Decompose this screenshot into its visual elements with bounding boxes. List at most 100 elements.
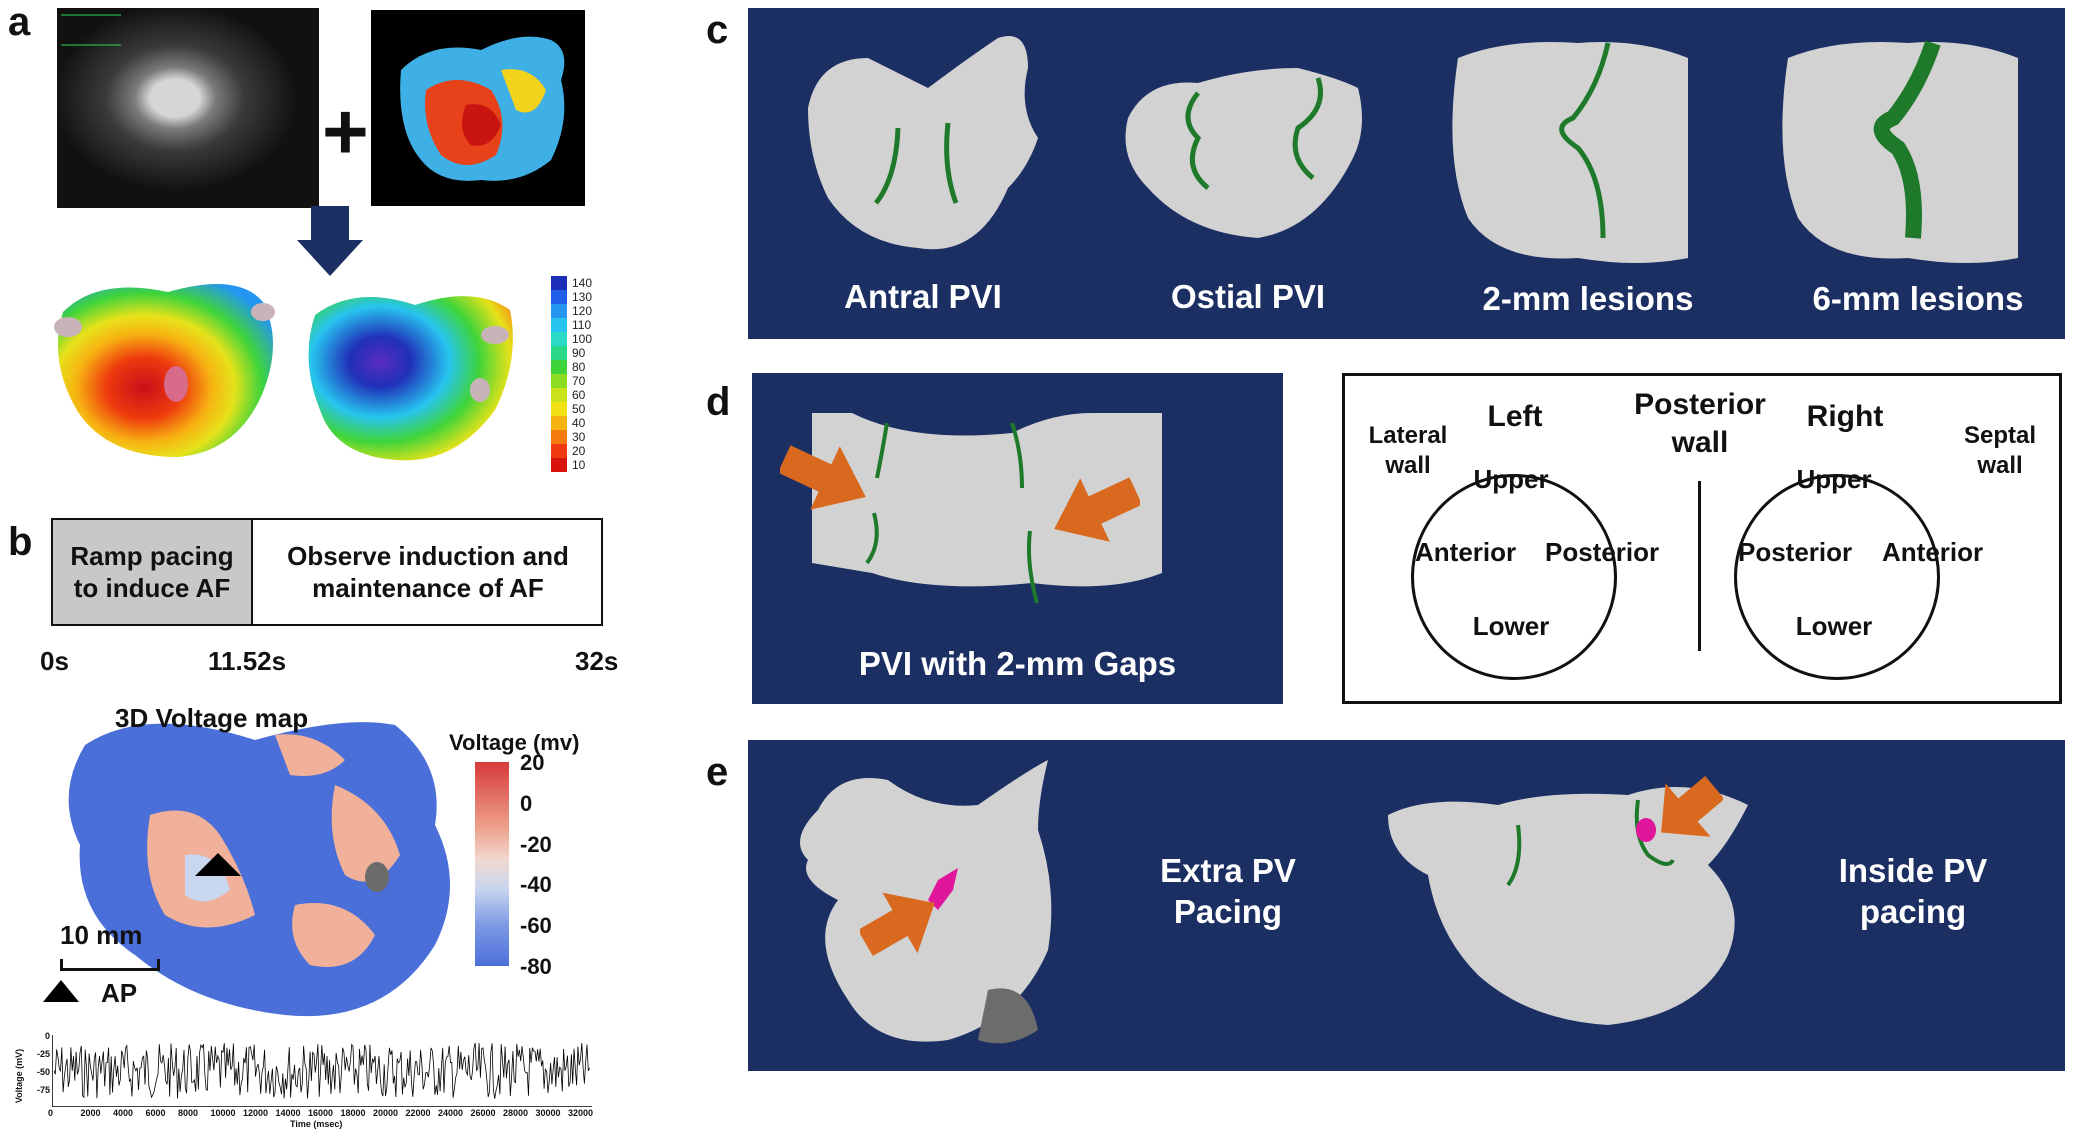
trace-ytick: -25 xyxy=(36,1049,50,1059)
gap-arrow-left-icon xyxy=(780,445,866,510)
voltage-map-title: 3D Voltage map xyxy=(115,703,309,733)
colorbar-swatch xyxy=(551,430,567,444)
panel-letter-b: b xyxy=(8,520,33,564)
colorbar-swatch xyxy=(551,374,567,388)
antral-pvi-model xyxy=(808,36,1038,250)
la-map-anterior xyxy=(54,284,275,457)
colorbar-tick-label: 140 xyxy=(572,276,593,290)
af-trace-plot: Voltage (mV) 0 -25 -50 -75 0 2000 4000 6000 800… xyxy=(14,1032,593,1131)
left-title: Left xyxy=(1487,400,1543,433)
colorbar-tick-label: 20 xyxy=(572,444,586,458)
trace-xtick: 30000 xyxy=(535,1108,561,1118)
ramp-pacing-box: Ramp pacing to induce AF xyxy=(53,520,253,624)
trace-xtick: 8000 xyxy=(178,1108,199,1118)
colorbar-swatch xyxy=(551,402,567,416)
colorbar-tick-label: 100 xyxy=(572,332,593,346)
trace-line xyxy=(53,1042,590,1099)
voltage-colorbar xyxy=(475,762,509,966)
scale-bar-label: 10 mm xyxy=(60,920,143,950)
right-posterior: Posterior xyxy=(1738,537,1853,567)
septal-wall-label: Septal wall xyxy=(1963,422,2037,479)
protocol-timeline: Ramp pacing to induce AF Observe inducti… xyxy=(51,518,603,626)
right-title: Right xyxy=(1806,400,1884,433)
inside-pv-arrow-icon xyxy=(1661,776,1723,837)
6mm-lesions-model xyxy=(1782,40,2018,263)
panel-letter-e: e xyxy=(706,750,729,794)
colorbar-swatch xyxy=(551,388,567,402)
trace-xtick: 10000 xyxy=(210,1108,236,1118)
trace-signal xyxy=(52,1035,592,1107)
pvi-models xyxy=(808,36,2018,263)
scale-bar xyxy=(60,959,160,971)
label-pvi-gaps: PVI with 2-mm Gaps xyxy=(858,645,1177,682)
left-pv-circle xyxy=(1411,474,1617,680)
trace-xtick: 16000 xyxy=(308,1108,334,1118)
inside-pv-model xyxy=(1388,787,1748,1025)
panel-d-background: PVI with 2-mm Gaps xyxy=(752,373,1283,704)
label-ostial-pvi: Ostial PVI xyxy=(1170,278,1326,315)
posterior-wall-title: Posterior wall xyxy=(1634,388,1766,459)
pv-segment-diagram: Left Right Posterior wall Lateral wall S… xyxy=(1342,373,2062,704)
voltage-colorbar-ticks: 20 0 -20 -40 -60 -80 xyxy=(520,752,580,978)
trace-ytick: -75 xyxy=(36,1085,50,1095)
down-arrow-shaft xyxy=(311,206,349,242)
colorbar-swatch xyxy=(551,318,567,332)
trace-xlabel: Time (msec) xyxy=(290,1119,343,1129)
timeline-start: 0s xyxy=(40,646,69,676)
voltage-map-3d xyxy=(68,722,451,1017)
voltage-tick-label: 0 xyxy=(520,790,533,816)
ct-scan-image xyxy=(57,8,319,208)
colorbar-swatch xyxy=(551,304,567,318)
observe-af-box: Observe induction and maintenance of AF xyxy=(287,540,569,604)
voltage-tick-label: -20 xyxy=(520,831,552,857)
trace-xtick: 14000 xyxy=(275,1108,301,1118)
colorbar-swatch xyxy=(551,416,567,430)
label-6mm-lesions: 6-mm lesions xyxy=(1812,280,2024,317)
colorbar-swatch xyxy=(551,276,567,290)
pvi-gaps-model xyxy=(812,413,1162,604)
panel-letter-d: d xyxy=(706,380,731,424)
label-inside-pv-pacing: Inside PV pacing xyxy=(1838,852,1988,931)
trace-ytick: 0 xyxy=(44,1031,50,1041)
trace-xtick: 0 xyxy=(48,1108,54,1118)
label-antral-pvi: Antral PVI xyxy=(844,278,1002,315)
voltage-tick-label: 20 xyxy=(520,750,545,775)
ostial-pvi-model xyxy=(1125,68,1362,238)
right-pv-circle xyxy=(1734,474,1940,680)
ap-label: AP xyxy=(101,978,138,1008)
down-arrow-icon xyxy=(297,240,363,276)
trace-xtick: 20000 xyxy=(373,1108,399,1118)
trace-ytick: -50 xyxy=(36,1067,50,1077)
colorbar-swatches xyxy=(551,276,567,472)
colorbar-swatch xyxy=(551,290,567,304)
colorbar-tick-label: 130 xyxy=(572,290,593,304)
right-anterior: Anterior xyxy=(1882,537,1984,567)
colorbar-swatch xyxy=(551,332,567,346)
colorbar-swatch xyxy=(551,346,567,360)
trace-xtick: 2000 xyxy=(80,1108,101,1118)
left-upper: Upper xyxy=(1473,464,1549,494)
trace-xtick: 4000 xyxy=(113,1108,134,1118)
trace-xtick: 12000 xyxy=(243,1108,269,1118)
colorbar-labels: 140 130 120 110 100 90 80 70 60 50 40 30 20 10 xyxy=(572,276,612,472)
left-lower: Lower xyxy=(1472,611,1550,641)
voltage-legend-title: Voltage (mv) xyxy=(449,730,580,755)
colorbar-tick-label: 50 xyxy=(572,402,586,416)
colorbar-swatch xyxy=(551,458,567,472)
panel-c-background: Antral PVI Ostial PVI 2-mm lesions 6-mm … xyxy=(748,8,2065,339)
voltage-tick-label: -80 xyxy=(520,954,552,979)
colorbar-swatch xyxy=(551,444,567,458)
colorbar-tick-label: 60 xyxy=(572,388,586,402)
colorbar-tick-label: 90 xyxy=(572,346,586,360)
trace-xtick: 22000 xyxy=(405,1108,431,1118)
colorbar-swatch xyxy=(551,360,567,374)
2mm-lesions-model xyxy=(1452,42,1688,263)
colorbar-tick-label: 120 xyxy=(572,304,593,318)
plus-icon: + xyxy=(322,87,369,176)
trace-xtick: 24000 xyxy=(438,1108,464,1118)
left-posterior: Posterior xyxy=(1545,537,1660,567)
label-2mm-lesions: 2-mm lesions xyxy=(1482,280,1694,317)
electroanatomic-map-image xyxy=(371,10,585,206)
trace-xtick: 28000 xyxy=(503,1108,529,1118)
trace-yticks: 0 -25 -50 -75 xyxy=(32,1031,52,1135)
